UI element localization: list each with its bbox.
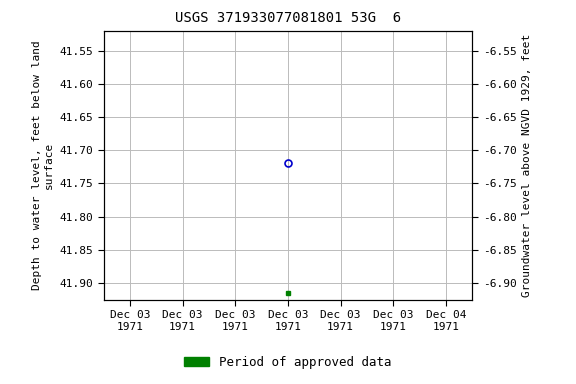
Y-axis label: Groundwater level above NGVD 1929, feet: Groundwater level above NGVD 1929, feet (522, 33, 532, 297)
Legend: Period of approved data: Period of approved data (179, 351, 397, 374)
Y-axis label: Depth to water level, feet below land
surface: Depth to water level, feet below land su… (32, 40, 54, 290)
Title: USGS 371933077081801 53G  6: USGS 371933077081801 53G 6 (175, 12, 401, 25)
